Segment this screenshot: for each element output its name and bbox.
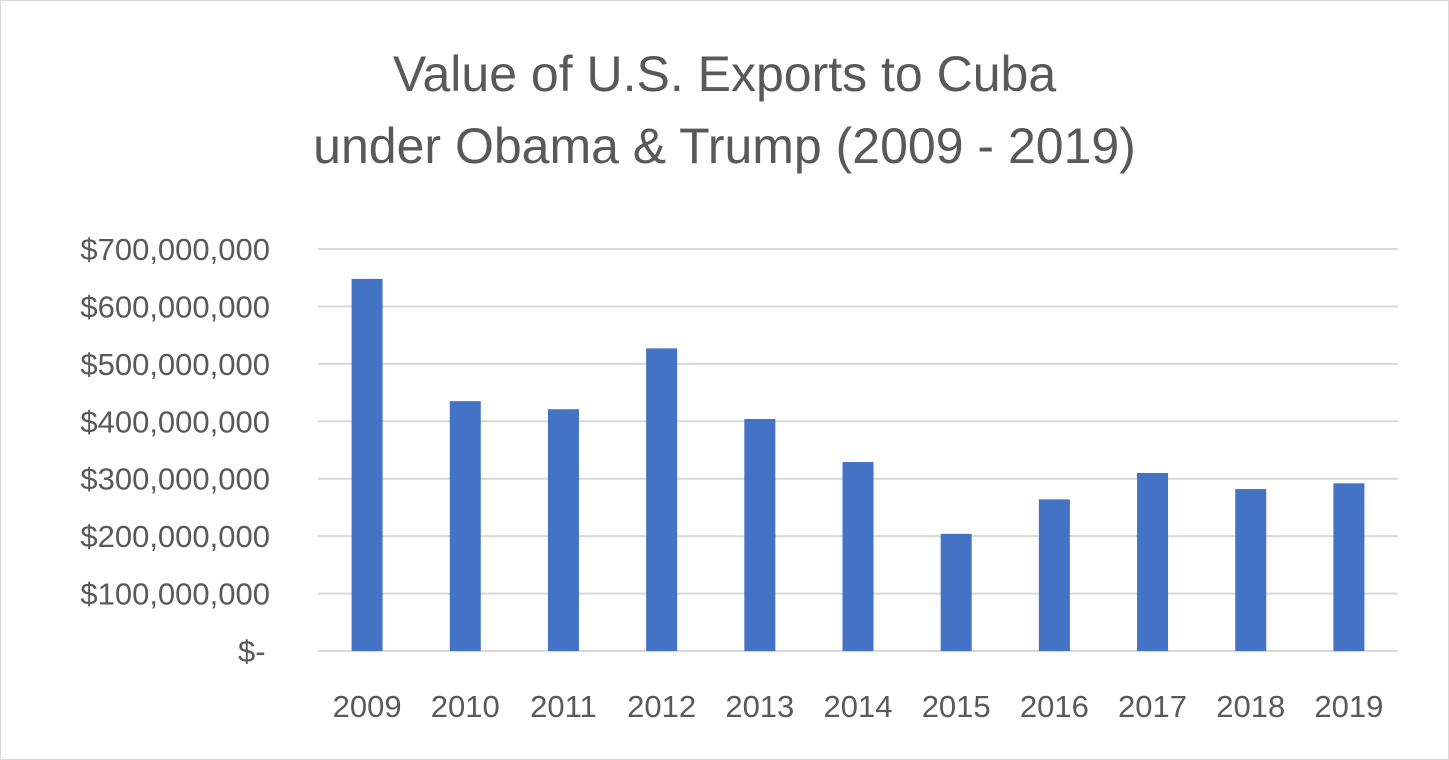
bar-2017 bbox=[1137, 472, 1169, 651]
bar-2010 bbox=[449, 401, 481, 651]
bars bbox=[351, 278, 1365, 651]
x-tick-label: 2011 bbox=[530, 689, 597, 724]
x-tick-label: 2009 bbox=[333, 689, 402, 724]
y-tick-label: $300,000,000 bbox=[80, 462, 270, 497]
x-tick-label: 2017 bbox=[1118, 689, 1187, 724]
x-tick-label: 2010 bbox=[431, 689, 500, 724]
bar-2019 bbox=[1333, 483, 1365, 651]
y-tick-label: $400,000,000 bbox=[80, 404, 270, 439]
bar-2009 bbox=[351, 278, 383, 651]
bar-2015 bbox=[940, 533, 972, 651]
chart-title-line-2: under Obama & Trump (2009 - 2019) bbox=[313, 118, 1136, 174]
y-tick-label: $700,000,000 bbox=[80, 232, 270, 267]
y-tick-label: $500,000,000 bbox=[80, 347, 270, 382]
bar-2011 bbox=[547, 409, 579, 651]
x-tick-label: 2014 bbox=[824, 689, 893, 724]
chart-title: Value of U.S. Exports to Cuba under Obam… bbox=[0, 38, 1449, 182]
y-axis-tick-labels: $- $100,000,000 $200,000,000 $300,000,000 $4… bbox=[80, 232, 270, 669]
x-tick-label: 2019 bbox=[1314, 689, 1383, 724]
bar-2012 bbox=[646, 348, 678, 651]
y-tick-label: $- bbox=[238, 634, 266, 669]
y-tick-label: $600,000,000 bbox=[80, 289, 270, 324]
x-tick-label: 2012 bbox=[627, 689, 696, 724]
bar-2013 bbox=[744, 418, 776, 651]
bar-2014 bbox=[842, 462, 874, 651]
chart-title-line-1: Value of U.S. Exports to Cuba bbox=[392, 46, 1057, 102]
x-axis-tick-labels: 2009 2010 2011 2012 2013 2014 2015 2016 2017 2018… bbox=[333, 689, 1384, 724]
x-tick-label: 2013 bbox=[725, 689, 794, 724]
y-tick-label: $200,000,000 bbox=[80, 519, 270, 554]
bar-2018 bbox=[1235, 489, 1267, 651]
y-tick-label: $100,000,000 bbox=[80, 577, 270, 612]
x-tick-label: 2016 bbox=[1020, 689, 1089, 724]
bar-2016 bbox=[1038, 499, 1070, 651]
x-tick-label: 2015 bbox=[922, 689, 991, 724]
x-tick-label: 2018 bbox=[1216, 689, 1285, 724]
